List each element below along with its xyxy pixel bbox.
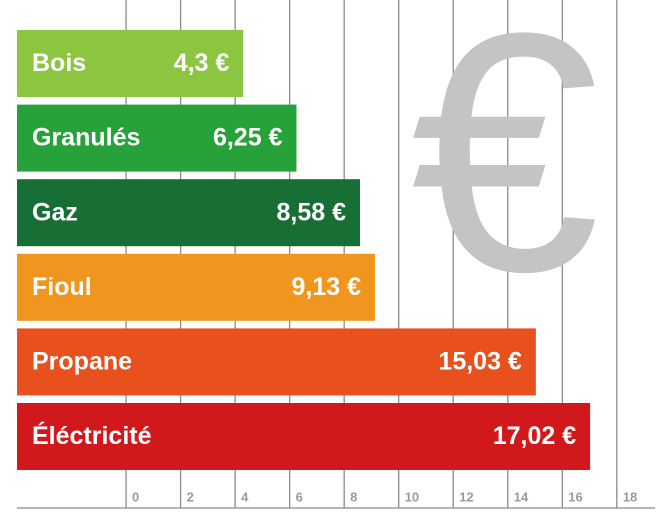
category-label: Gaz [32,198,78,226]
value-label: 4,3 € [174,49,230,77]
category-label: Éléctricité [32,421,152,450]
bar [17,253,375,321]
value-label: 8,58 € [276,198,346,226]
x-tick-label: 2 [187,489,194,504]
value-label: 6,25 € [213,124,283,152]
x-tick-label: 4 [241,489,249,504]
x-tick-label: 12 [459,489,473,504]
bar [17,179,360,247]
category-label: Granulés [32,124,140,152]
bar [17,328,536,396]
bar [17,30,244,97]
x-tick-label: 14 [514,489,529,504]
x-tick-label: 10 [405,489,419,504]
value-label: 15,03 € [438,348,522,376]
x-tick-label: 16 [568,489,582,504]
category-label: Fioul [32,273,92,301]
category-label: Bois [32,49,86,77]
x-tick-label: 0 [132,489,139,504]
bar [17,104,297,172]
x-tick-label: 18 [623,489,637,504]
x-tick-label: 8 [350,489,357,504]
value-label: 17,02 € [493,422,577,450]
bar [17,403,591,470]
category-label: Propane [32,348,132,376]
background-euro: € [410,0,599,343]
x-tick-label: 6 [296,489,303,504]
value-label: 9,13 € [291,273,361,301]
